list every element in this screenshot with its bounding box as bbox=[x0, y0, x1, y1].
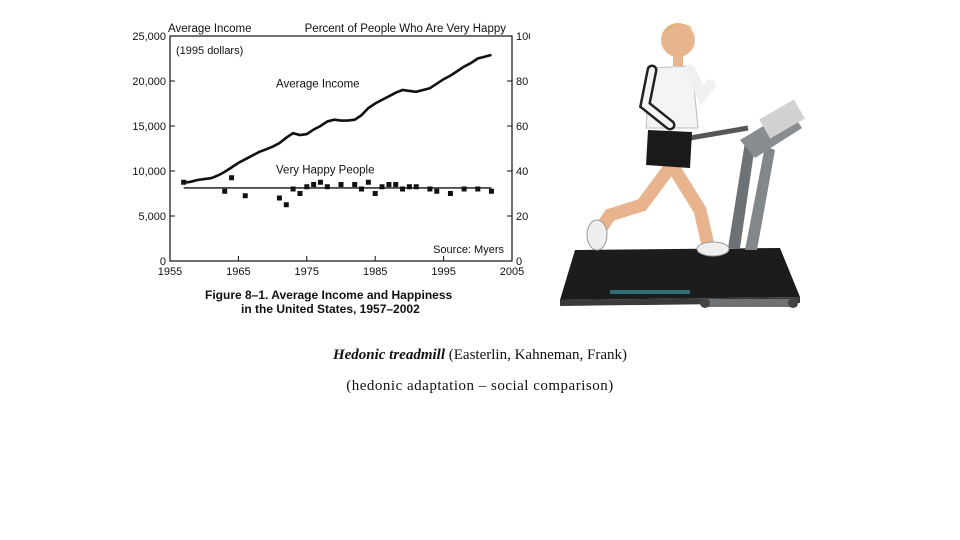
x-tick-label: 1975 bbox=[295, 266, 319, 278]
happiness-point bbox=[317, 179, 323, 185]
happiness-point bbox=[338, 182, 344, 187]
x-tick-label: 1985 bbox=[363, 266, 387, 278]
right-tick-label: 0 bbox=[516, 256, 522, 268]
x-tick-label: 1995 bbox=[431, 266, 455, 278]
figure-caption-line2: in the United States, 1957–2002 bbox=[241, 302, 420, 316]
left-tick-label: 25,000 bbox=[132, 31, 166, 43]
happiness-point bbox=[406, 184, 412, 190]
happiness-point bbox=[276, 195, 282, 201]
income-happiness-chart: Average Income Percent of People Who Are… bbox=[132, 23, 530, 316]
happiness-point bbox=[283, 202, 289, 208]
right-tick-label: 20 bbox=[516, 211, 528, 223]
happiness-point bbox=[352, 182, 358, 187]
happiness-point bbox=[386, 182, 392, 187]
income-series-line bbox=[183, 53, 492, 184]
happiness-point bbox=[488, 188, 494, 194]
right-tick-label: 40 bbox=[516, 166, 528, 178]
x-tick-label: 1955 bbox=[158, 266, 182, 278]
happiness-point bbox=[242, 193, 248, 199]
happiness-point bbox=[434, 188, 440, 194]
runner bbox=[586, 23, 730, 257]
x-axis-ticks: 1955 1965 1975 1985 1995 2005 bbox=[158, 256, 524, 278]
right-tick-label: 80 bbox=[516, 76, 528, 88]
left-axis-label: Average Income bbox=[168, 23, 252, 35]
left-tick-label: 5,000 bbox=[138, 211, 166, 223]
happiness-point bbox=[400, 186, 406, 192]
happiness-point bbox=[413, 184, 419, 190]
caption-subtitle: (hedonic adaptation – social comparison) bbox=[346, 378, 614, 394]
treadmill-runner-illustration bbox=[560, 23, 805, 308]
happiness-point bbox=[379, 184, 385, 190]
left-tick-label: 0 bbox=[160, 256, 166, 268]
figure-caption-line1: Figure 8–1. Average Income and Happiness bbox=[205, 288, 453, 302]
left-axis-sublabel: (1995 dollars) bbox=[176, 45, 243, 57]
caption-title: Hedonic treadmill (Easterlin, Kahneman, … bbox=[0, 347, 960, 364]
happiness-point bbox=[393, 182, 399, 187]
happiness-point bbox=[359, 186, 365, 192]
right-axis-ticks: 0 20 40 60 80 100 bbox=[507, 31, 530, 268]
happiness-point bbox=[427, 186, 433, 192]
right-tick-label: 60 bbox=[516, 121, 528, 133]
series-label: Very Happy People bbox=[276, 164, 374, 176]
happiness-point bbox=[290, 186, 296, 192]
left-tick-label: 20,000 bbox=[132, 76, 166, 88]
plot-frame bbox=[169, 35, 513, 262]
x-tick-label: 2005 bbox=[500, 266, 524, 278]
treadmill-frame bbox=[560, 99, 805, 308]
right-tick-label: 100 bbox=[516, 31, 530, 43]
happiness-point bbox=[222, 188, 228, 194]
left-axis-ticks: 0 5,000 10,000 15,000 20,000 25,000 bbox=[132, 31, 175, 268]
left-tick-label: 15,000 bbox=[132, 121, 166, 133]
happiness-point bbox=[324, 184, 330, 190]
x-tick-label: 1965 bbox=[226, 266, 250, 278]
happiness-point bbox=[365, 179, 371, 185]
happiness-point bbox=[311, 182, 317, 187]
happiness-point bbox=[181, 179, 187, 185]
happiness-point bbox=[297, 191, 303, 196]
right-axis-label: Percent of People Who Are Very Happy bbox=[305, 23, 507, 35]
left-tick-label: 10,000 bbox=[132, 166, 166, 178]
happiness-point bbox=[461, 186, 467, 192]
happiness-point bbox=[447, 191, 453, 196]
series-layer: Average Income Very Happy People bbox=[181, 53, 494, 208]
happiness-point bbox=[304, 184, 310, 190]
happiness-point bbox=[475, 186, 481, 192]
happiness-point bbox=[229, 175, 235, 181]
happiness-point bbox=[372, 191, 378, 196]
caption-title-italic: Hedonic treadmill bbox=[332, 347, 446, 363]
source-note: Source: Myers bbox=[433, 244, 504, 256]
caption-title-rest: (Easterlin, Kahneman, Frank) bbox=[445, 347, 628, 363]
series-label: Average Income bbox=[276, 78, 360, 90]
